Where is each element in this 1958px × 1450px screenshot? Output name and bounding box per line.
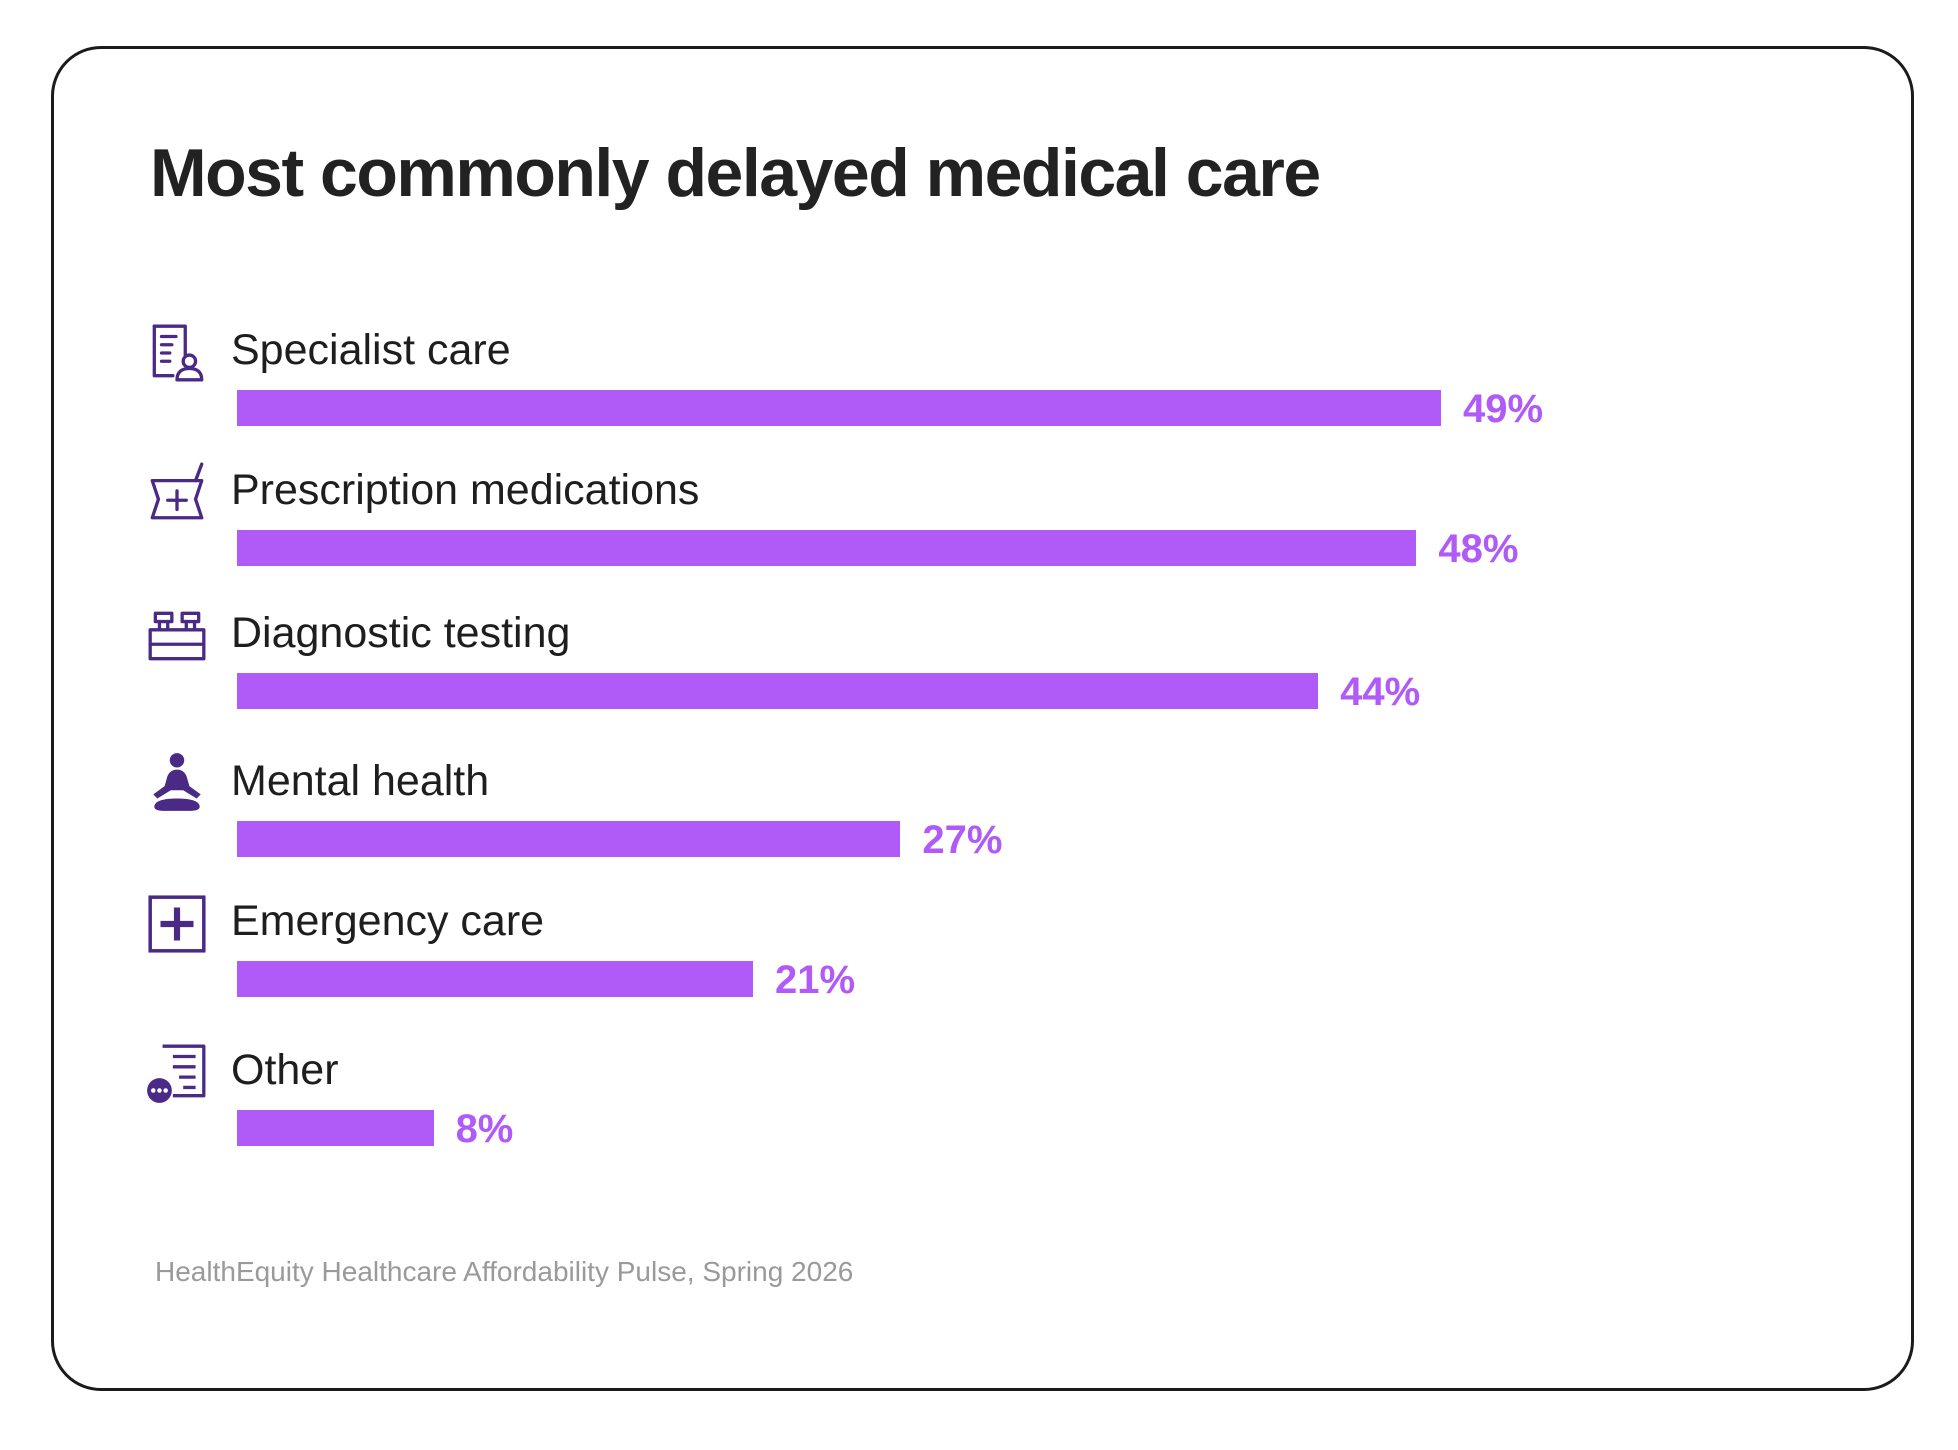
other-list-icon xyxy=(144,1040,210,1106)
bar-specialist-care xyxy=(237,390,1441,426)
diagnostic-test-icon xyxy=(144,603,210,669)
category-label: Diagnostic testing xyxy=(231,609,571,657)
chart-card xyxy=(51,46,1914,1391)
category-label: Mental health xyxy=(231,757,490,805)
value-label: 48% xyxy=(1438,527,1519,571)
value-label: 49% xyxy=(1463,387,1544,431)
category-label: Specialist care xyxy=(231,326,511,374)
chart-source: HealthEquity Healthcare Affordability Pu… xyxy=(155,1256,854,1287)
value-label: 44% xyxy=(1340,670,1421,714)
value-label: 21% xyxy=(775,958,856,1002)
bar-row-diagnostic-testing: Diagnostic testing 44% xyxy=(0,603,1958,714)
bar-diagnostic-testing xyxy=(237,673,1319,709)
bar-emergency-care xyxy=(237,961,753,997)
category-label: Prescription medications xyxy=(231,466,700,514)
bar-row-other: Other 8% xyxy=(0,1040,1958,1151)
specialist-doctor-icon xyxy=(144,320,210,386)
bar-row-emergency-care: Emergency care 21% xyxy=(0,891,1958,1002)
prescription-mortar-icon xyxy=(144,460,210,526)
bar-row-specialist-care: Specialist care 49% xyxy=(0,320,1958,431)
bar-mental-health xyxy=(237,821,901,857)
bar-other xyxy=(237,1110,434,1146)
chart-title: Most commonly delayed medical care xyxy=(150,135,1321,211)
value-label: 8% xyxy=(455,1107,514,1151)
bar-row-prescription-medications: Prescription medications 48% xyxy=(0,460,1958,571)
bar-row-mental-health: Mental health 27% xyxy=(0,751,1958,862)
emergency-plus-icon xyxy=(144,891,210,957)
category-label: Other xyxy=(231,1046,339,1094)
category-label: Emergency care xyxy=(231,897,545,945)
value-label: 27% xyxy=(922,818,1003,862)
bar-prescription-medications xyxy=(237,530,1417,566)
meditation-icon xyxy=(144,751,210,817)
